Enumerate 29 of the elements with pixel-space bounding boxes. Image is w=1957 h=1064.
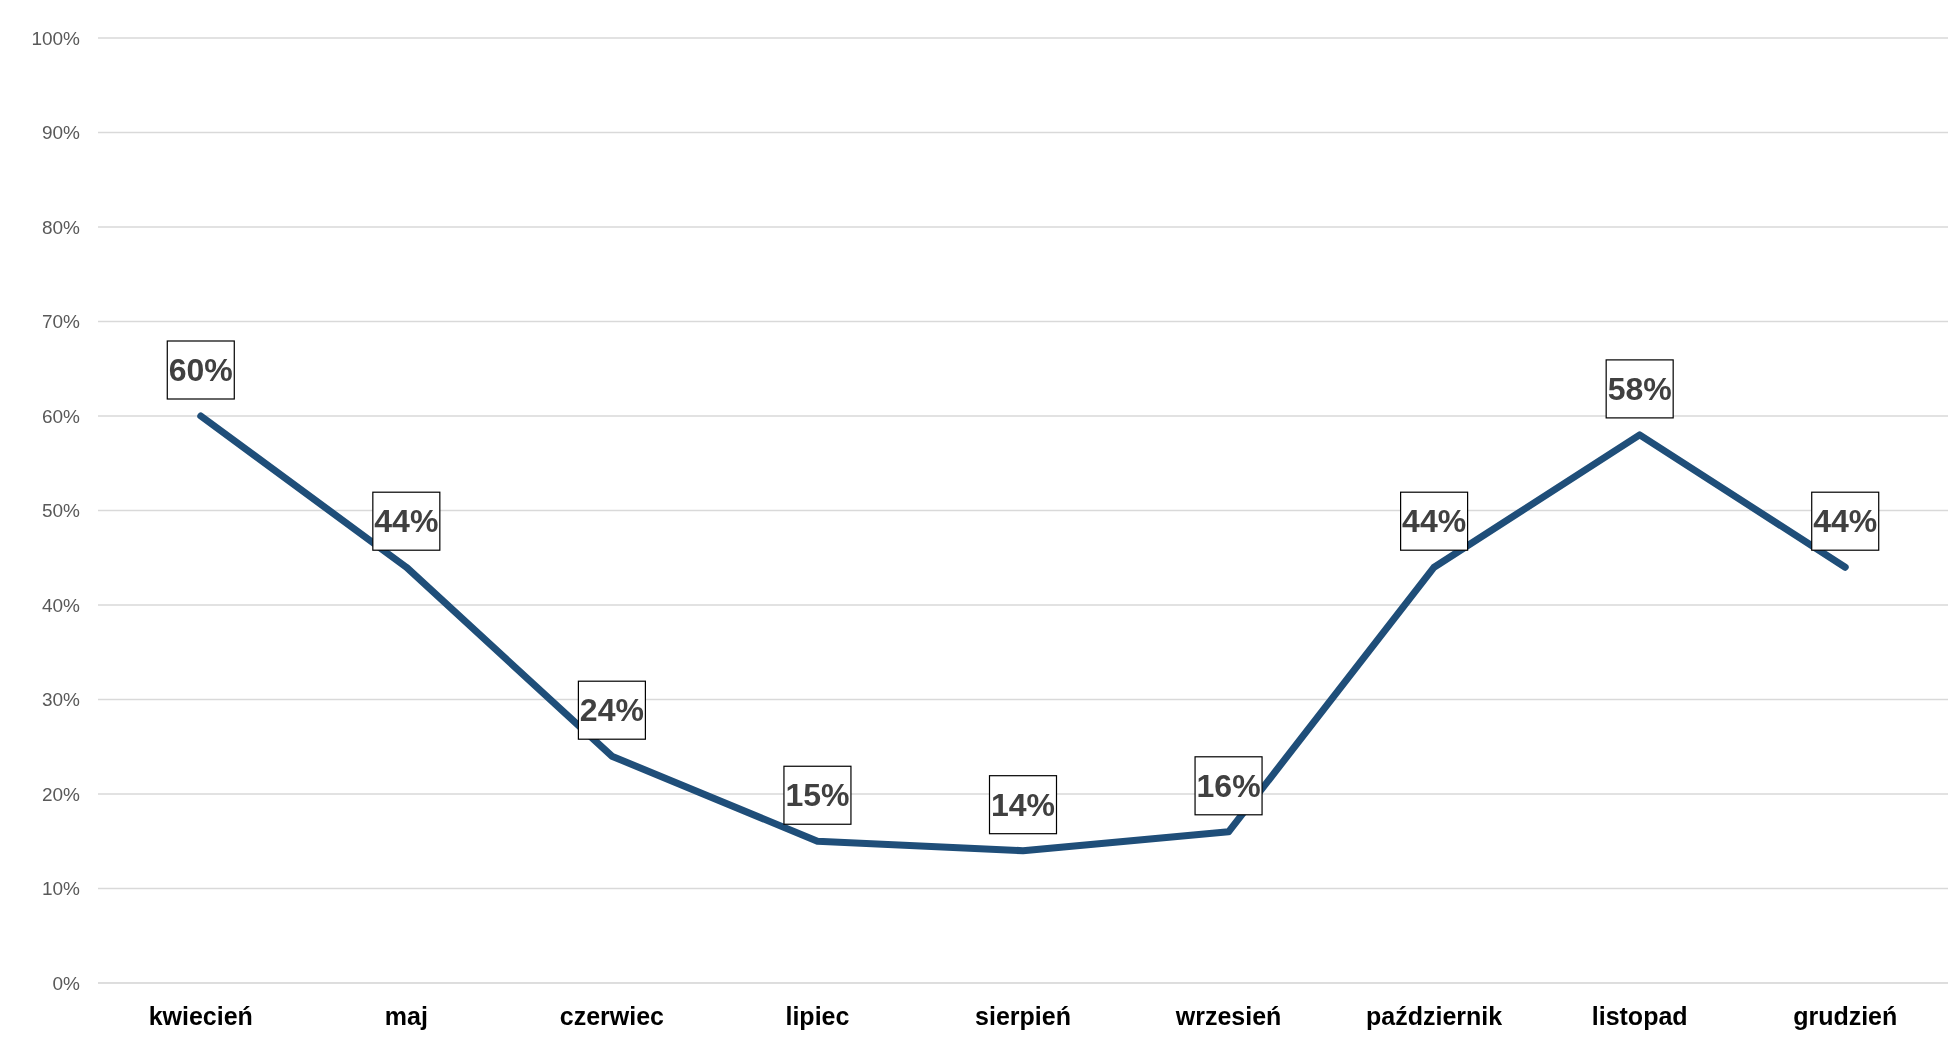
data-label: 44%	[1402, 503, 1467, 540]
x-tick-label: kwiecień	[148, 1001, 253, 1030]
x-tick-label: sierpień	[975, 1001, 1071, 1030]
data-label: 58%	[1607, 370, 1672, 407]
data-label: 24%	[579, 692, 644, 729]
data-label: 44%	[1813, 503, 1878, 540]
data-label: 15%	[785, 777, 850, 814]
x-tick-label: listopad	[1591, 1001, 1688, 1030]
y-tick-label: 80%	[41, 216, 81, 238]
x-tick-label: październik	[1366, 1001, 1503, 1030]
data-label: 60%	[168, 352, 233, 388]
y-tick-label: 20%	[41, 783, 81, 805]
x-tick-label: grudzień	[1793, 1001, 1898, 1030]
y-tick-label: 100%	[31, 27, 81, 49]
y-tick-label: 70%	[41, 311, 81, 333]
data-label: 16%	[1196, 767, 1261, 804]
y-tick-label: 50%	[41, 500, 81, 522]
y-tick-label: 30%	[41, 689, 81, 711]
y-tick-label: 90%	[41, 122, 81, 144]
x-tick-label: wrzesień	[1174, 1001, 1282, 1030]
x-tick-label: maj	[384, 1001, 428, 1030]
y-tick-label: 0%	[52, 972, 81, 994]
y-tick-label: 60%	[41, 405, 81, 427]
x-tick-label: lipiec	[785, 1001, 850, 1030]
y-tick-label: 40%	[41, 594, 81, 616]
y-tick-label: 10%	[41, 878, 81, 900]
data-label: 14%	[990, 786, 1056, 823]
x-tick-label: czerwiec	[559, 1001, 665, 1030]
data-label: 44%	[374, 503, 439, 540]
